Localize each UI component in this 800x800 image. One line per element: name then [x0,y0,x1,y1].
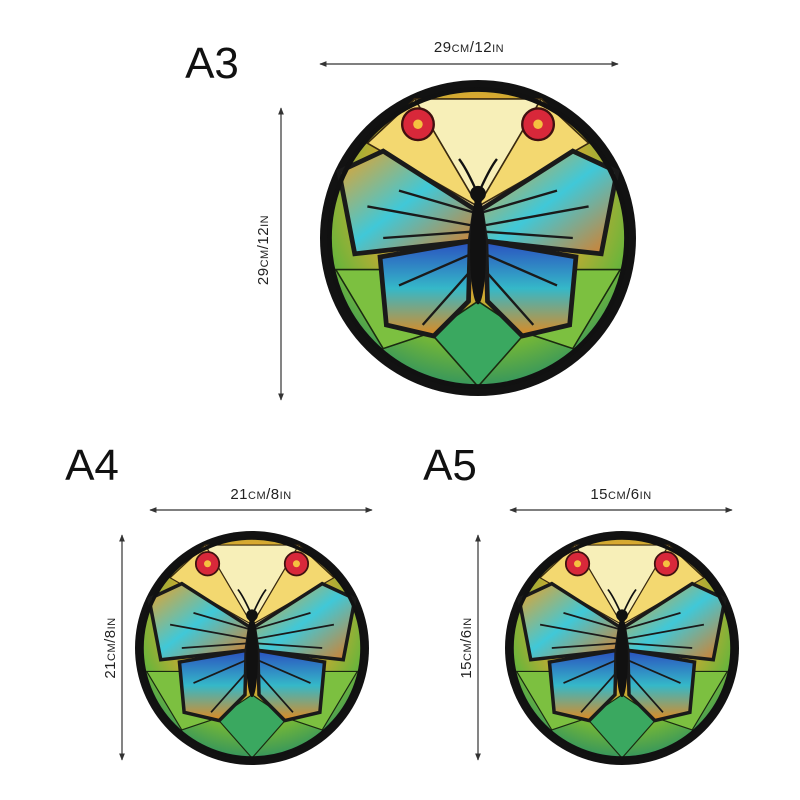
width-label: 29cm/12in [434,39,504,56]
size-label: A3 [185,39,239,88]
puzzle-image [133,529,371,767]
height-label: 21cm/8in [102,617,119,678]
height-label: 15cm/6in [458,617,475,678]
size-label: A5 [423,441,477,490]
puzzle-image [503,529,741,767]
puzzle-image [320,80,636,396]
width-label: 21cm/8in [230,486,291,503]
width-label: 15cm/6in [590,486,651,503]
height-label: 29cm/12in [255,215,272,285]
size-label: A4 [65,441,119,490]
